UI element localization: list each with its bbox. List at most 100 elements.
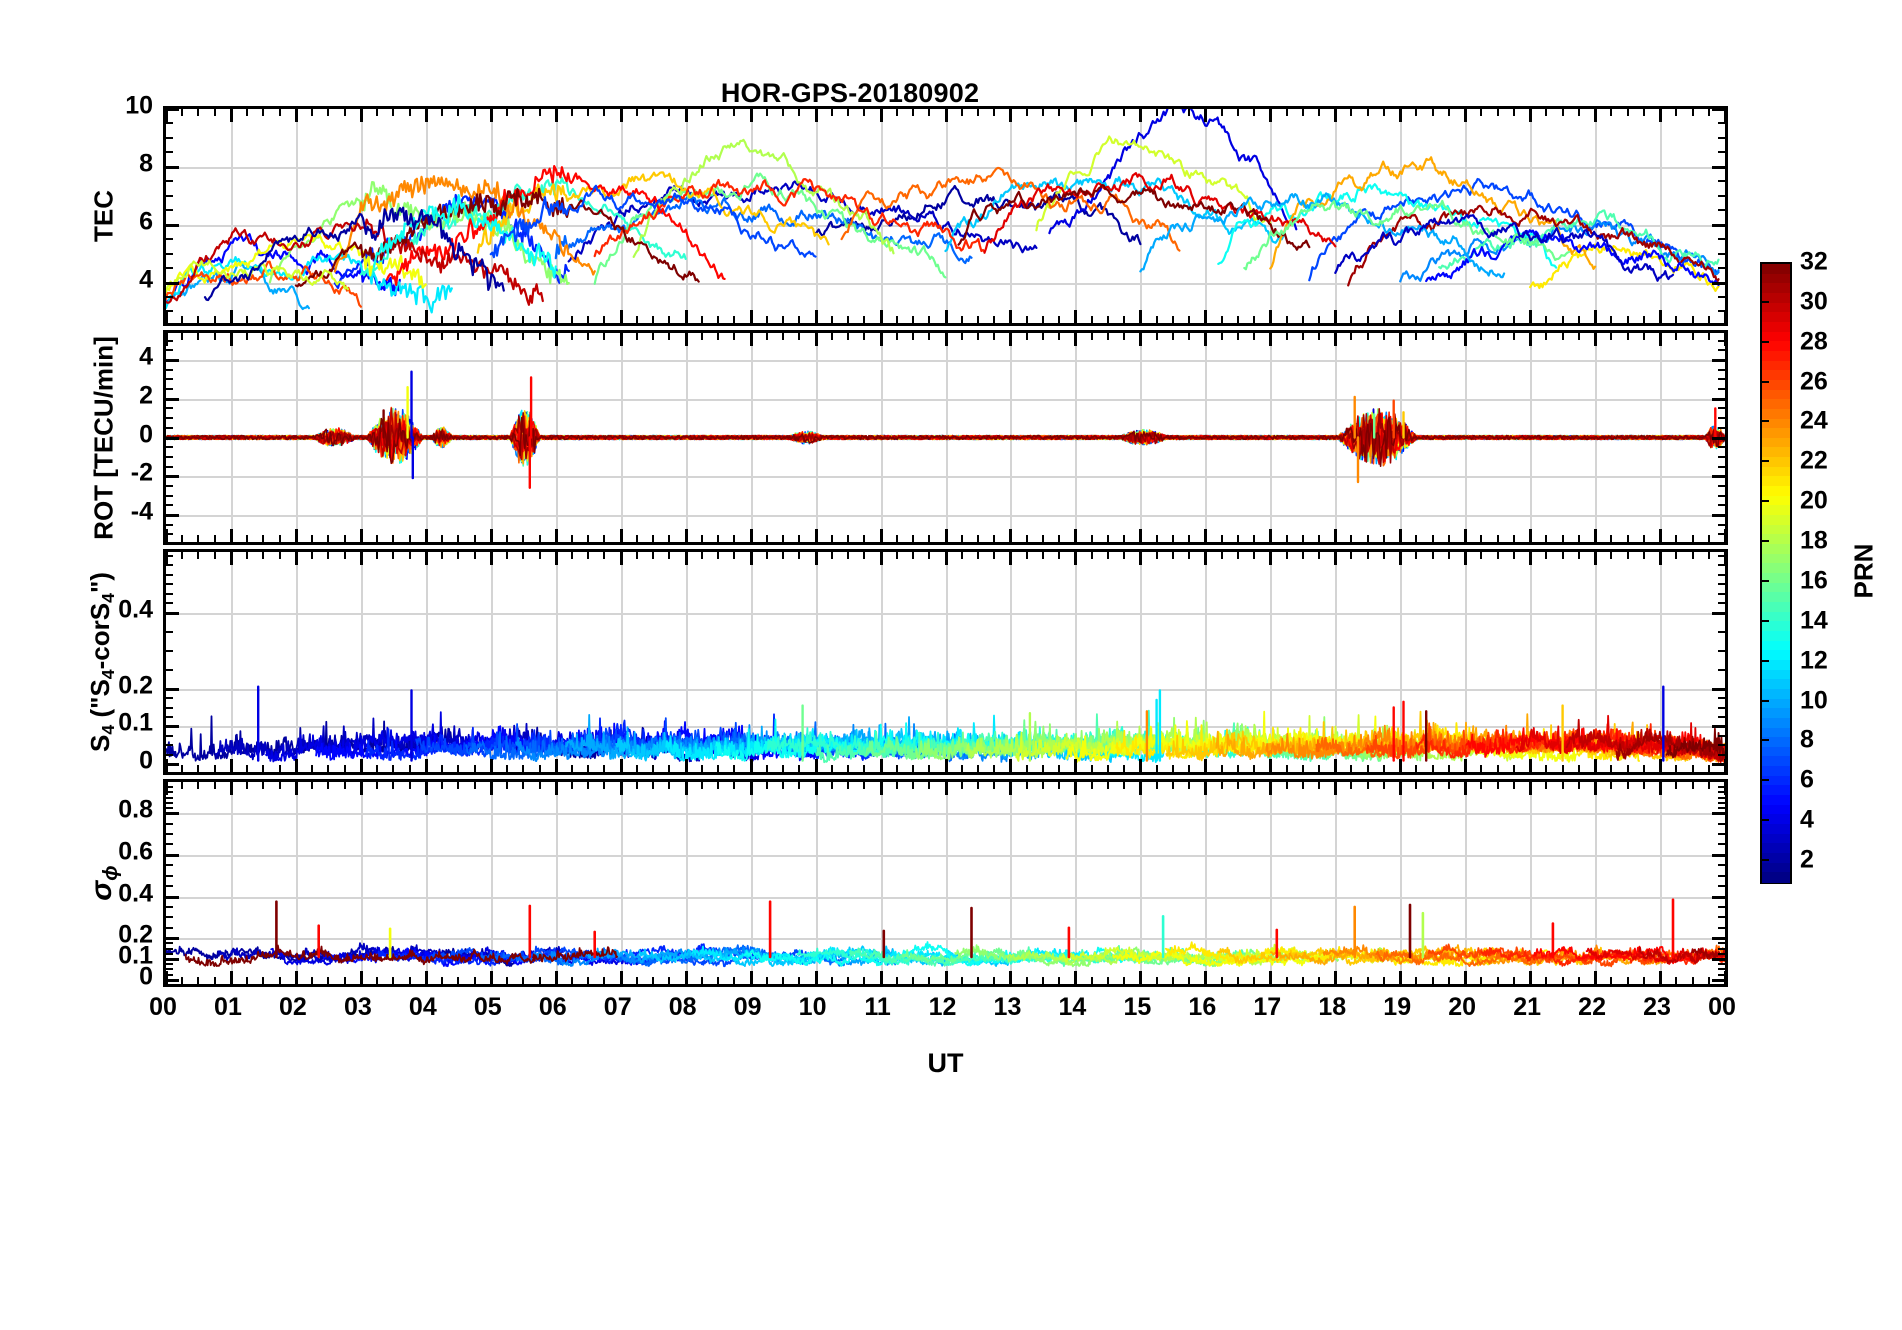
tick-mark bbox=[1707, 333, 1710, 340]
tick-mark bbox=[392, 782, 395, 789]
tick-mark bbox=[1480, 782, 1483, 789]
tick-mark bbox=[197, 552, 200, 559]
tick-mark bbox=[522, 552, 525, 559]
colorbar-segment bbox=[1762, 360, 1790, 372]
tick-mark bbox=[166, 801, 173, 804]
tick-mark bbox=[619, 310, 623, 323]
tick-mark bbox=[278, 765, 281, 772]
colorbar-tick bbox=[1760, 699, 1769, 702]
colorbar-segment bbox=[1762, 302, 1790, 314]
tick-mark bbox=[1350, 782, 1353, 789]
tick-mark bbox=[895, 333, 898, 340]
colorbar-segment bbox=[1762, 862, 1790, 874]
colorbar-segment bbox=[1762, 312, 1790, 323]
tick-mark bbox=[392, 535, 395, 542]
tick-mark bbox=[1610, 535, 1613, 542]
tick-mark bbox=[522, 782, 525, 789]
tick-mark bbox=[1058, 109, 1061, 116]
tick-mark bbox=[1718, 484, 1725, 487]
tick-mark bbox=[166, 397, 179, 401]
tick-mark bbox=[166, 973, 173, 976]
tick-mark bbox=[1496, 109, 1499, 116]
tick-mark bbox=[489, 333, 493, 346]
tick-mark bbox=[1431, 333, 1434, 340]
tick-mark bbox=[1718, 963, 1725, 966]
tick-mark bbox=[1718, 388, 1725, 391]
tick-mark bbox=[229, 971, 233, 984]
tick-mark bbox=[1204, 971, 1208, 984]
tick-mark bbox=[1253, 552, 1256, 559]
tick-mark bbox=[1041, 535, 1044, 542]
tick-mark bbox=[441, 977, 444, 984]
tick-mark bbox=[635, 552, 638, 559]
tick-mark bbox=[700, 333, 703, 340]
tick-mark bbox=[278, 977, 281, 984]
tick-mark bbox=[197, 765, 200, 772]
tick-mark bbox=[1577, 333, 1580, 340]
tick-mark bbox=[213, 977, 216, 984]
tick-mark bbox=[1366, 333, 1369, 340]
tick-mark bbox=[1464, 333, 1468, 346]
tick-mark bbox=[749, 971, 753, 984]
tick-mark bbox=[1074, 759, 1078, 772]
colorbar-tick-label: 6 bbox=[1800, 765, 1814, 794]
tick-mark bbox=[1399, 759, 1403, 772]
tick-mark bbox=[1253, 765, 1256, 772]
tick-mark bbox=[166, 947, 173, 950]
tick-mark bbox=[1041, 782, 1044, 789]
colorbar-segment bbox=[1762, 399, 1790, 410]
tick-mark bbox=[1431, 765, 1434, 772]
tick-mark bbox=[1480, 316, 1483, 323]
tick-mark bbox=[457, 316, 460, 323]
tick-mark bbox=[798, 535, 801, 542]
tick-mark bbox=[1691, 109, 1694, 116]
tick-mark bbox=[1718, 295, 1725, 298]
tick-mark bbox=[166, 971, 168, 984]
tick-mark bbox=[668, 552, 671, 559]
tick-mark bbox=[1285, 765, 1288, 772]
tick-mark bbox=[506, 782, 509, 789]
tick-mark bbox=[278, 316, 281, 323]
tick-mark bbox=[1123, 782, 1126, 789]
tick-mark bbox=[635, 782, 638, 789]
tick-mark bbox=[166, 791, 173, 794]
tick-mark bbox=[1382, 109, 1385, 116]
y-tick-label: 0.2 bbox=[118, 920, 153, 949]
tick-mark bbox=[1188, 765, 1191, 772]
tick-mark bbox=[311, 316, 314, 323]
tick-mark bbox=[668, 782, 671, 789]
tick-mark bbox=[229, 529, 233, 542]
tick-mark bbox=[1718, 885, 1725, 888]
tick-mark bbox=[1301, 977, 1304, 984]
tick-mark bbox=[684, 310, 688, 323]
tick-mark bbox=[166, 554, 173, 557]
colorbar-segment bbox=[1762, 418, 1790, 430]
tick-mark bbox=[294, 971, 298, 984]
tick-mark bbox=[782, 552, 785, 559]
tick-mark bbox=[262, 552, 265, 559]
tick-mark bbox=[166, 333, 168, 346]
tick-mark bbox=[1480, 333, 1483, 340]
tick-mark bbox=[1718, 426, 1725, 429]
tick-mark bbox=[359, 333, 363, 346]
tick-mark bbox=[1285, 535, 1288, 542]
tick-mark bbox=[879, 782, 883, 795]
tick-mark bbox=[717, 333, 720, 340]
tick-mark bbox=[376, 765, 379, 772]
tick-mark bbox=[1253, 535, 1256, 542]
tick-mark bbox=[912, 333, 915, 340]
colorbar-segment bbox=[1762, 601, 1790, 613]
tick-mark bbox=[1718, 267, 1725, 270]
tick-mark bbox=[619, 759, 623, 772]
tick-mark bbox=[506, 109, 509, 116]
tick-mark bbox=[1415, 109, 1418, 116]
tick-mark bbox=[1496, 535, 1499, 542]
colorbar-prn[interactable] bbox=[1760, 262, 1792, 884]
tick-mark bbox=[814, 310, 818, 323]
tick-mark bbox=[1561, 333, 1564, 340]
tick-mark bbox=[1675, 535, 1678, 542]
tick-mark bbox=[1155, 977, 1158, 984]
tick-mark bbox=[1480, 977, 1483, 984]
tick-mark bbox=[1712, 281, 1725, 285]
tick-mark bbox=[166, 978, 179, 982]
